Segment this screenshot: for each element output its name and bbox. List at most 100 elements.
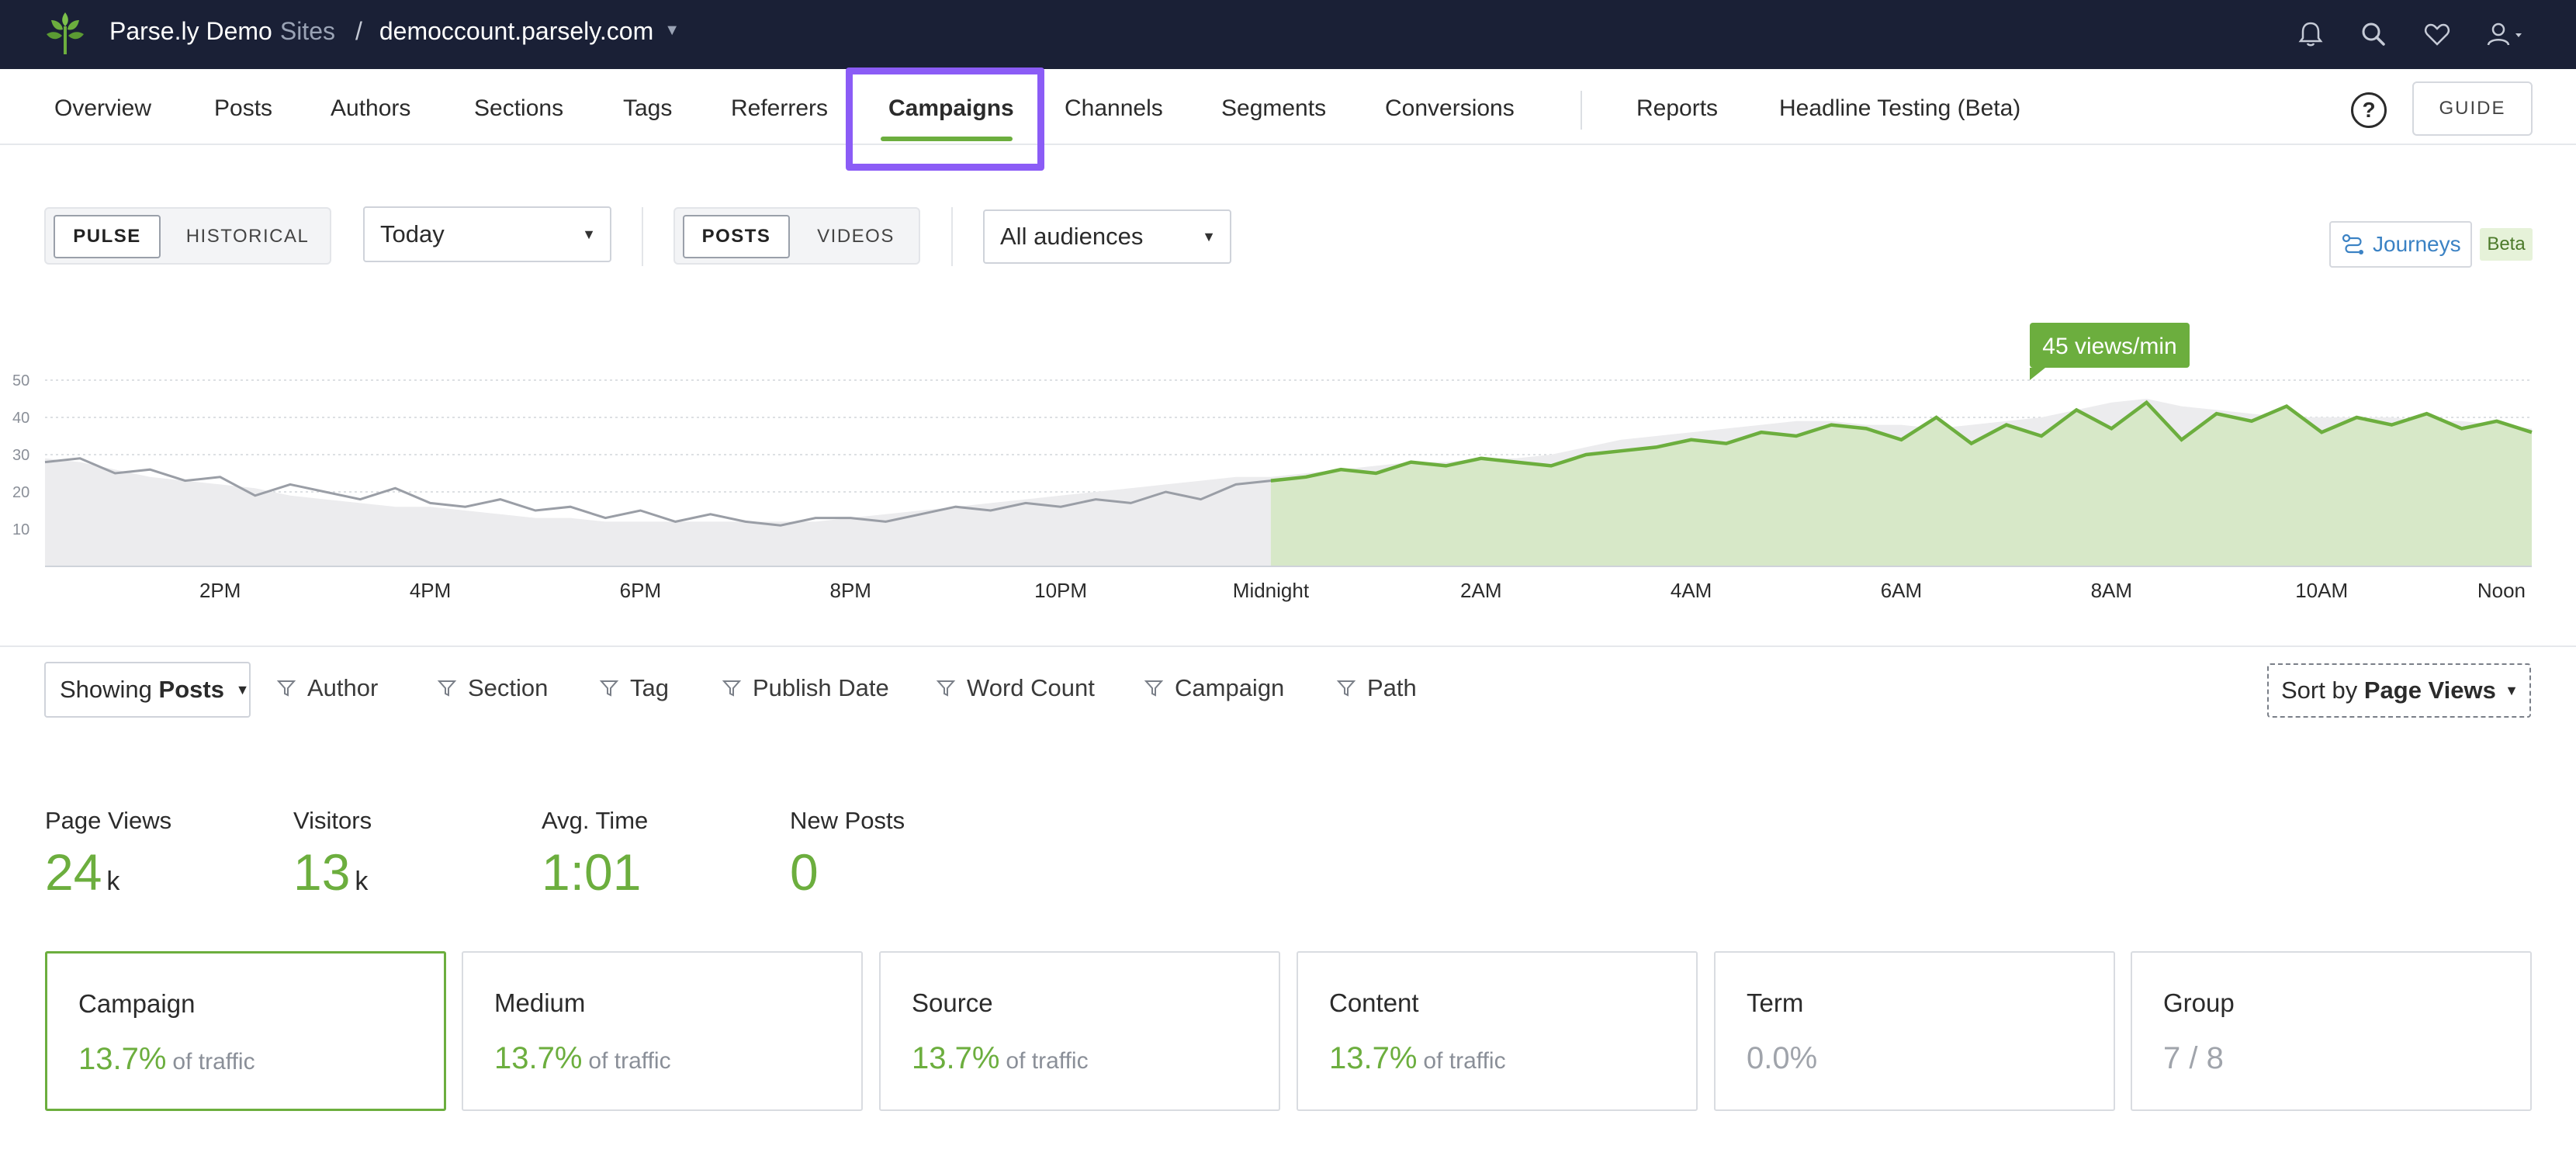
card-group[interactable]: Group 7 / 8 xyxy=(2131,951,2532,1111)
metric-number: 13 xyxy=(293,843,351,901)
campaigns-highlight xyxy=(846,67,1044,171)
filter-author[interactable]: Author xyxy=(276,674,378,702)
showing-value: Posts xyxy=(158,676,224,703)
tooltip-text: 45 views/min xyxy=(2042,334,2176,359)
card-content[interactable]: Content 13.7% of traffic xyxy=(1297,951,1698,1111)
guide-button[interactable]: GUIDE xyxy=(2412,81,2533,136)
nav-posts[interactable]: Posts xyxy=(214,95,273,121)
nav-referrers[interactable]: Referrers xyxy=(731,95,829,121)
dropdown-caret-icon: ▼ xyxy=(2505,683,2519,698)
controls-divider xyxy=(642,207,643,266)
card-suffix: of traffic xyxy=(172,1049,255,1075)
x-tick-label: 6AM xyxy=(1881,579,1922,602)
nav-tags[interactable]: Tags xyxy=(623,95,673,121)
card-campaign[interactable]: Campaign 13.7% of traffic xyxy=(45,951,446,1111)
card-suffix: of traffic xyxy=(1423,1048,1506,1074)
x-tick-label: Midnight xyxy=(1233,579,1310,602)
journeys-icon xyxy=(2342,234,2363,254)
y-tick-label: 10 xyxy=(12,521,29,538)
card-medium[interactable]: Medium 13.7% of traffic xyxy=(462,951,863,1111)
heart-icon[interactable] xyxy=(2422,19,2453,50)
card-title: Group xyxy=(2163,988,2235,1017)
nav-authors[interactable]: Authors xyxy=(331,95,411,121)
site-domain[interactable]: democcount.parsely.com xyxy=(379,17,654,45)
past-series-line xyxy=(44,457,1272,527)
nav-headline-testing[interactable]: Headline Testing (Beta) xyxy=(1779,95,2021,121)
filter-publish-date[interactable]: Publish Date xyxy=(722,674,889,702)
search-icon[interactable] xyxy=(2358,19,2389,50)
nav-campaigns[interactable]: Campaigns xyxy=(888,95,1014,121)
card-source[interactable]: Source 13.7% of traffic xyxy=(879,951,1280,1111)
filter-label: Campaign xyxy=(1175,674,1285,701)
filter-path[interactable]: Path xyxy=(1336,674,1417,702)
section-divider xyxy=(0,645,2576,647)
filter-section[interactable]: Section xyxy=(437,674,548,702)
user-menu-icon[interactable] xyxy=(2483,19,2526,50)
bell-icon[interactable] xyxy=(2295,19,2326,50)
period-select[interactable]: Today ▼ xyxy=(363,206,611,262)
card-title: Term xyxy=(1747,988,1804,1017)
dropdown-caret-icon: ▼ xyxy=(1202,229,1216,244)
nav-reports[interactable]: Reports xyxy=(1636,95,1719,121)
period-value: Today xyxy=(380,220,445,247)
nav-channels[interactable]: Channels xyxy=(1065,95,1163,121)
chart-tooltip: 45 views/min xyxy=(2030,323,2190,380)
card-title: Campaign xyxy=(78,989,196,1018)
card-suffix: of traffic xyxy=(1006,1048,1089,1074)
x-tick-label: 4AM xyxy=(1671,579,1712,602)
nav-conversions[interactable]: Conversions xyxy=(1385,95,1515,121)
nav-overview[interactable]: Overview xyxy=(54,95,152,121)
chevron-down-icon[interactable]: ▼ xyxy=(664,22,680,39)
x-tick-label: 2PM xyxy=(199,579,241,602)
historical-toggle[interactable]: HISTORICAL xyxy=(185,226,310,247)
content-toggle: POSTS VIDEOS xyxy=(673,207,920,265)
card-term[interactable]: Term 0.0% xyxy=(1714,951,2115,1111)
filter-campaign[interactable]: Campaign xyxy=(1144,674,1284,702)
videos-toggle[interactable]: VIDEOS xyxy=(817,226,895,247)
metric-value: 0 xyxy=(790,843,905,902)
metric-number: 0 xyxy=(790,843,819,901)
active-tab-indicator xyxy=(881,137,1013,141)
x-tick-label: 2AM xyxy=(1460,579,1501,602)
filter-label: Word Count xyxy=(967,674,1095,701)
sites-link[interactable]: Sites xyxy=(279,17,335,45)
filter-icon xyxy=(437,680,457,697)
pulse-chart: 50 40 30 20 10 2PM 4PM 6PM 8PM 10PM Midnight 2AM 4A… xyxy=(12,323,2533,602)
card-value: 13.7% xyxy=(78,1042,167,1076)
metric-label: Avg. Time xyxy=(542,807,649,834)
metric-label: Page Views xyxy=(45,807,172,834)
y-tick-label: 50 xyxy=(12,372,29,389)
help-icon[interactable]: ? xyxy=(2351,92,2387,128)
nav-sections[interactable]: Sections xyxy=(474,95,564,121)
metric-value: 24 k xyxy=(45,843,171,902)
filter-icon xyxy=(276,680,296,697)
tooltip-pointer xyxy=(2030,368,2045,380)
main-nav: Overview Posts Authors Sections Tags Ref… xyxy=(0,69,2576,145)
metric-label: New Posts xyxy=(790,807,905,834)
y-axis-labels: 50 40 30 20 10 xyxy=(12,372,29,538)
card-value: 13.7% xyxy=(1329,1041,1418,1075)
journeys-button[interactable]: Journeys xyxy=(2329,221,2472,268)
parsely-logo-icon[interactable] xyxy=(43,11,87,56)
audience-select[interactable]: All audiences ▼ xyxy=(983,209,1231,264)
card-suffix: of traffic xyxy=(588,1048,671,1074)
brand-name: Parse.ly Demo xyxy=(109,17,272,45)
x-tick-label: 4PM xyxy=(410,579,451,602)
filter-label: Publish Date xyxy=(753,674,889,701)
sort-select[interactable]: Sort by Page Views ▼ xyxy=(2267,663,2531,718)
card-value: 7 / 8 xyxy=(2163,1041,2224,1075)
top-bar: Parse.ly Demo Sites / democcount.parsely.co… xyxy=(0,0,2576,69)
filter-word-count[interactable]: Word Count xyxy=(936,674,1095,702)
posts-toggle[interactable]: POSTS xyxy=(683,215,790,258)
filter-tag[interactable]: Tag xyxy=(599,674,669,702)
site-selector[interactable]: Parse.ly Demo Sites / democcount.parsely.co… xyxy=(109,17,680,46)
showing-select[interactable]: Showing Posts ▼ xyxy=(44,662,251,718)
filter-label: Section xyxy=(468,674,549,701)
nav-divider xyxy=(1581,91,1582,130)
metric-avg-time: Avg. Time 1:01 xyxy=(542,807,648,902)
metric-new-posts: New Posts 0 xyxy=(790,807,905,902)
pulse-toggle[interactable]: PULSE xyxy=(54,215,161,258)
sort-value: Page Views xyxy=(2363,677,2496,704)
nav-segments[interactable]: Segments xyxy=(1221,95,1327,121)
controls-divider-2 xyxy=(951,207,953,266)
